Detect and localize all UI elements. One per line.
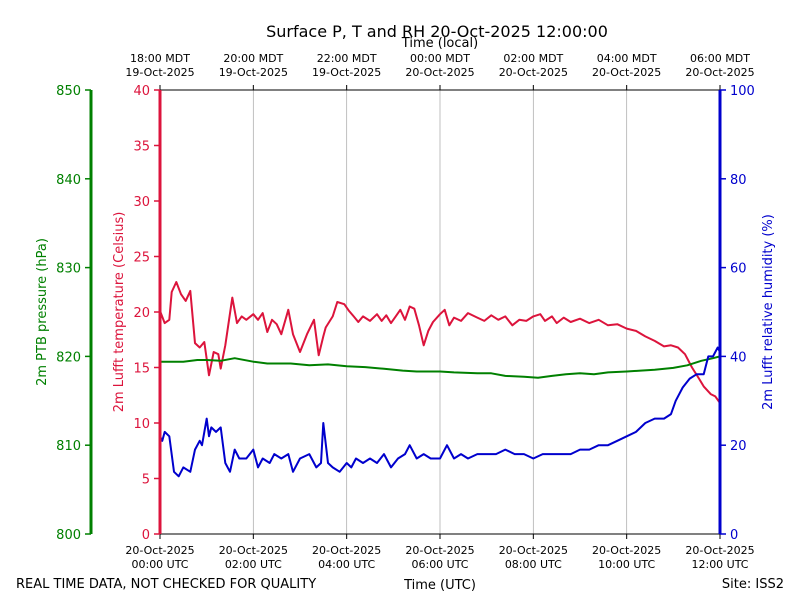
bottom-tick-label: 20-Oct-2025: [499, 544, 568, 557]
bottom-tick-label: 08:00 UTC: [505, 558, 562, 571]
chart-title: Surface P, T and RH 20-Oct-2025 12:00:00: [266, 22, 608, 41]
bottom-axis-label: Time (UTC): [403, 578, 476, 593]
top-tick-label: 04:00 MDT: [597, 52, 657, 65]
bottom-tick-label: 00:00 UTC: [131, 558, 188, 571]
bottom-tick-label: 20-Oct-2025: [219, 544, 288, 557]
top-tick-label: 22:00 MDT: [317, 52, 377, 65]
temperature-axis-tick-label: 40: [133, 84, 150, 99]
temperature-axis-tick-label: 35: [133, 140, 150, 155]
top-tick-label: 02:00 MDT: [503, 52, 563, 65]
humidity-axis-tick-label: 80: [730, 173, 747, 188]
series-line-temperature: [159, 281, 721, 404]
temperature-axis-tick-label: 15: [133, 362, 150, 377]
series-line-pressure: [160, 355, 721, 379]
humidity-axis-tick-label: 20: [730, 439, 747, 454]
x-gridlines: [159, 90, 721, 534]
top-tick-label: 18:00 MDT: [130, 52, 190, 65]
bottom-tick-label: 20-Oct-2025: [125, 544, 194, 557]
top-tick-label: 19-Oct-2025: [219, 66, 288, 79]
pressure-axis-tick-label: 800: [56, 528, 81, 543]
bottom-tick-label: 20-Oct-2025: [685, 544, 754, 557]
temperature-axis-tick-label: 30: [133, 195, 150, 210]
bottom-tick-label: 04:00 UTC: [318, 558, 375, 571]
top-tick-label: 19-Oct-2025: [125, 66, 194, 79]
site-label: Site: ISS2: [722, 577, 784, 592]
temperature-axis-tick-label: 25: [133, 251, 150, 266]
humidity-axis-tick-label: 40: [730, 350, 747, 365]
bottom-tick-label: 20-Oct-2025: [312, 544, 381, 557]
humidity-axis-tick-label: 60: [730, 262, 747, 277]
bottom-tick-label: 20-Oct-2025: [592, 544, 661, 557]
bottom-tick-label: 12:00 UTC: [691, 558, 748, 571]
temperature-axis-tick-label: 20: [133, 306, 150, 321]
bottom-tick-label: 10:00 UTC: [598, 558, 655, 571]
temperature-axis-label: 2m Lufft temperature (Celsius): [112, 212, 127, 413]
top-tick-label: 19-Oct-2025: [312, 66, 381, 79]
top-tick-label: 20-Oct-2025: [592, 66, 661, 79]
pressure-axis-label: 2m PTB pressure (hPa): [35, 238, 50, 386]
temperature-axis-tick-label: 0: [142, 528, 150, 543]
temperature-axis-tick-label: 10: [133, 417, 150, 432]
bottom-tick-label: 02:00 UTC: [225, 558, 282, 571]
pressure-axis-tick-label: 820: [56, 350, 81, 365]
humidity-axis-tick-label: 100: [730, 84, 755, 99]
top-tick-label: 20-Oct-2025: [405, 66, 474, 79]
top-tick-label: 20-Oct-2025: [685, 66, 754, 79]
top-tick-label: 00:00 MDT: [410, 52, 470, 65]
temperature-axis-tick-label: 5: [142, 473, 150, 488]
pressure-axis-tick-label: 840: [56, 173, 81, 188]
bottom-tick-label: 20-Oct-2025: [405, 544, 474, 557]
bottom-tick-label: 06:00 UTC: [411, 558, 468, 571]
pressure-axis-tick-label: 850: [56, 84, 81, 99]
top-axis-label: Time (local): [401, 36, 478, 51]
top-tick-label: 20-Oct-2025: [499, 66, 568, 79]
plot-series: [159, 281, 721, 478]
pressure-axis-tick-label: 830: [56, 262, 81, 277]
pressure-axis-tick-label: 810: [56, 439, 81, 454]
humidity-axis-tick-label: 0: [730, 528, 738, 543]
series-line-relative-humidity: [159, 346, 721, 478]
humidity-axis-label: 2m Lufft relative humidity (%): [761, 214, 776, 410]
top-tick-label: 06:00 MDT: [690, 52, 750, 65]
quality-warning: REAL TIME DATA, NOT CHECKED FOR QUALITY: [16, 577, 316, 592]
top-tick-label: 20:00 MDT: [223, 52, 283, 65]
